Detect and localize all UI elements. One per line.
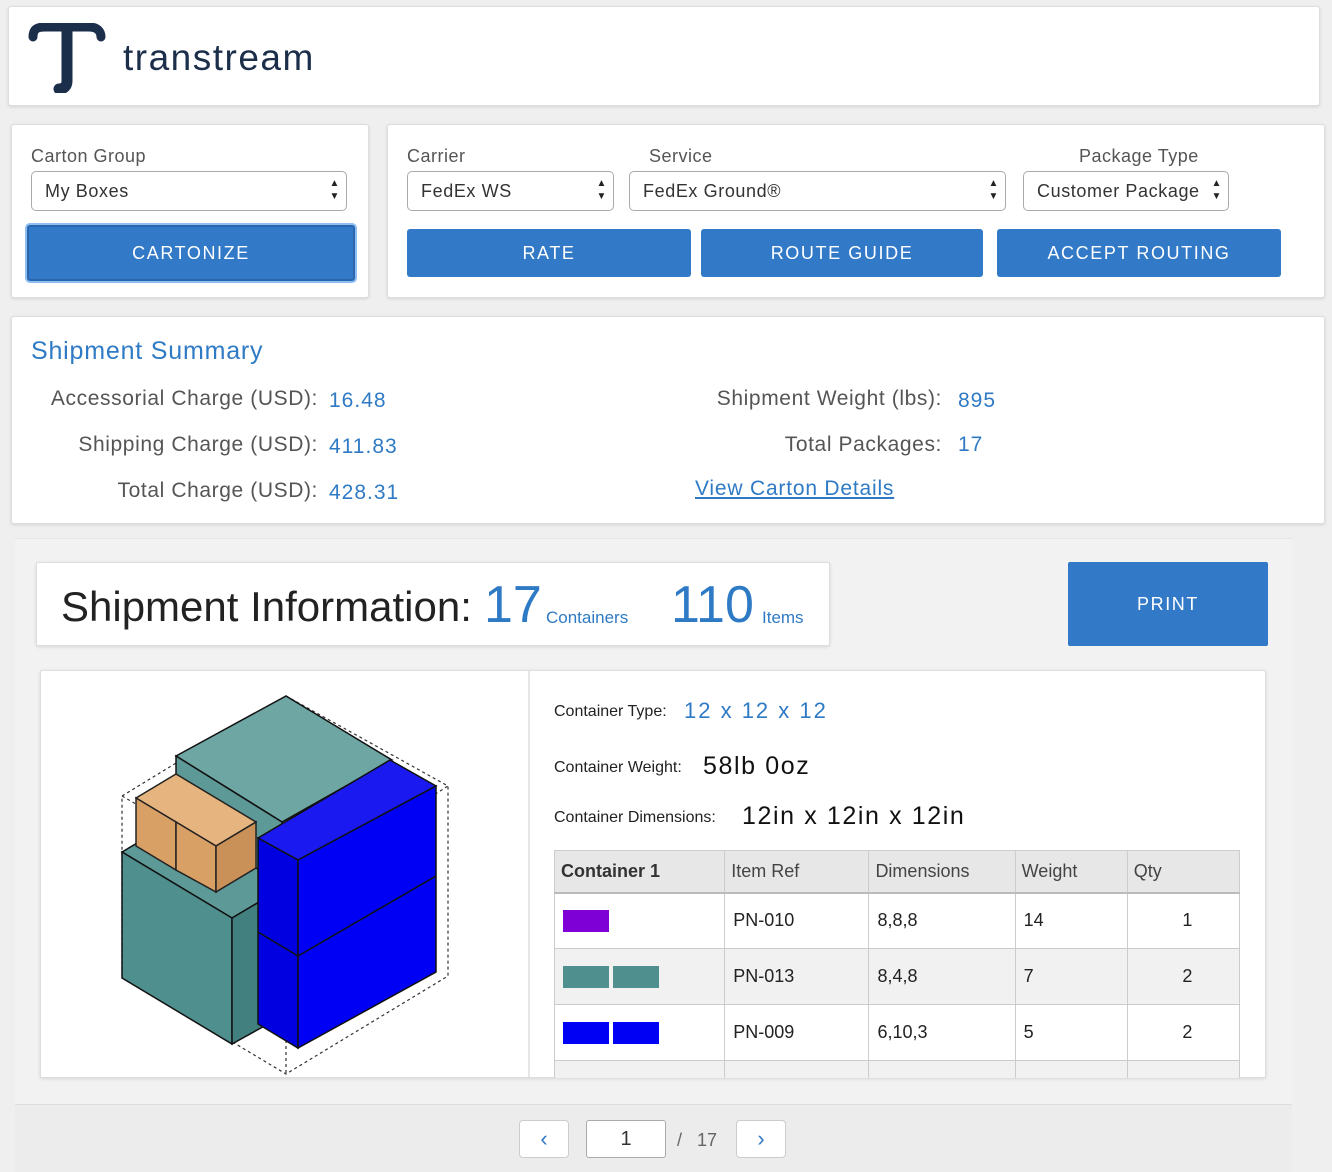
- item-dimensions: 8,4,8: [868, 948, 1016, 1005]
- containers-count: 17: [484, 576, 542, 634]
- header-container: Container 1: [553, 850, 726, 894]
- table-row: PN-013 8,4,8 7 2: [553, 948, 1241, 1005]
- shipment-summary-panel: Shipment Summary Accessorial Charge (USD…: [11, 316, 1325, 524]
- prev-page-button[interactable]: ‹: [519, 1120, 569, 1158]
- item-qty: 2: [1126, 948, 1241, 1005]
- shipment-weight-label: Shipment Weight (lbs):: [716, 387, 942, 410]
- page-input-value: 1: [620, 1128, 632, 1150]
- service-value: FedEx Ground®: [643, 181, 782, 201]
- page-total: 17: [697, 1130, 718, 1150]
- view-carton-details-link[interactable]: View Carton Details: [695, 477, 895, 500]
- container-type-value: 12 x 12 x 12: [684, 698, 828, 723]
- accept-routing-button[interactable]: ACCEPT ROUTING: [997, 229, 1281, 277]
- package-type-value: Customer Package: [1037, 181, 1200, 201]
- shipping-charge-label: Shipping Charge (USD):: [78, 433, 318, 456]
- item-weight: 14: [1014, 892, 1128, 949]
- select-arrows-icon: ▲ ▼: [596, 178, 607, 202]
- swatch: [613, 965, 659, 988]
- container-3d-view: [120, 695, 449, 1075]
- swatch: [563, 965, 609, 988]
- color-swatches: [553, 892, 726, 949]
- item-qty: 1: [1126, 892, 1241, 949]
- page-separator: /: [677, 1130, 683, 1150]
- blue-box-front-face: [297, 784, 437, 1050]
- carton-group-value: My Boxes: [45, 181, 129, 201]
- swatch: [563, 1021, 609, 1044]
- items-table-viewport: Container 1 Item Ref Dimensions Weight Q…: [553, 850, 1241, 1078]
- color-swatches: [553, 948, 726, 1005]
- total-charge-value: 428.31: [329, 481, 400, 504]
- shipment-info-header: Shipment Information: 17 Containers 110 …: [36, 562, 830, 646]
- item-weight: 5: [1014, 1004, 1128, 1061]
- total-packages-value: 17: [958, 433, 984, 456]
- carton-group-label: Carton Group: [31, 146, 147, 166]
- page-input[interactable]: 1: [586, 1120, 666, 1158]
- item-dimensions: 6,10,3: [868, 1004, 1016, 1061]
- table-row: PN-009 6,10,3 5 2: [553, 1004, 1241, 1061]
- container-weight-value: 58lb 0oz: [703, 752, 811, 780]
- header-dimensions: Dimensions: [868, 850, 1016, 894]
- header-qty: Qty: [1126, 850, 1241, 894]
- cartonize-button[interactable]: CARTONIZE: [27, 225, 355, 281]
- blue-box-left-face: [257, 836, 299, 1050]
- print-button[interactable]: PRINT: [1068, 562, 1268, 646]
- items-count: 110: [671, 576, 754, 634]
- container-dimensions-value: 12in x 12in x 12in: [742, 802, 966, 830]
- item-ref: PN-013: [724, 948, 870, 1005]
- accessorial-charge-label: Accessorial Charge (USD):: [50, 387, 318, 410]
- shipment-info-title: Shipment Information:: [61, 583, 472, 630]
- item-qty: 2: [1126, 1004, 1241, 1061]
- package-type-select[interactable]: Customer Package ▲ ▼: [1023, 171, 1229, 211]
- container-divider: [528, 671, 530, 1077]
- color-swatches: [553, 1004, 726, 1061]
- container-type-label: Container Type:: [554, 703, 667, 720]
- next-page-button[interactable]: ›: [736, 1120, 786, 1158]
- select-arrows-icon: ▲ ▼: [329, 178, 340, 202]
- routing-panel: Carrier FedEx WS ▲ ▼ Service FedEx Ground…: [387, 124, 1325, 298]
- item-weight: 7: [1014, 948, 1128, 1005]
- items-label: Items: [762, 608, 804, 627]
- select-arrows-icon: ▲ ▼: [988, 178, 999, 202]
- shipping-charge-value: 411.83: [329, 435, 398, 458]
- package-type-label: Package Type: [1079, 146, 1199, 166]
- table-row: [553, 1060, 1241, 1078]
- rate-button[interactable]: RATE: [407, 229, 691, 277]
- container-weight-label: Container Weight:: [554, 759, 682, 776]
- carrier-select[interactable]: FedEx WS ▲ ▼: [407, 171, 614, 211]
- item-ref: PN-010: [724, 892, 870, 949]
- swatch: [613, 1021, 659, 1044]
- orange-box-side: [215, 820, 257, 894]
- service-select[interactable]: FedEx Ground® ▲ ▼: [629, 171, 1006, 211]
- swatch: [563, 909, 609, 932]
- carrier-value: FedEx WS: [421, 181, 512, 201]
- total-packages-label: Total Packages:: [784, 433, 942, 456]
- carton-panel: Carton Group My Boxes ▲ ▼ CARTONIZE: [11, 124, 369, 298]
- total-charge-label: Total Charge (USD):: [117, 479, 318, 502]
- header-bar: transtream: [8, 6, 1320, 106]
- chevron-right-icon: ›: [757, 1126, 765, 1151]
- accessorial-charge-value: 16.48: [329, 389, 387, 412]
- transtream-logo-icon: [28, 23, 106, 93]
- brand-name: transtream: [123, 37, 315, 78]
- header-item-ref: Item Ref: [724, 850, 870, 894]
- carrier-label: Carrier: [407, 146, 466, 166]
- header-weight: Weight: [1014, 850, 1128, 894]
- shipment-weight-value: 895: [958, 389, 997, 412]
- carton-group-select[interactable]: My Boxes ▲ ▼: [31, 171, 347, 211]
- route-guide-button[interactable]: ROUTE GUIDE: [701, 229, 983, 277]
- item-ref: PN-009: [724, 1004, 870, 1061]
- items-table: Container 1 Item Ref Dimensions Weight Q…: [553, 850, 1241, 1078]
- containers-label: Containers: [546, 608, 629, 627]
- shipment-summary-title: Shipment Summary: [31, 337, 264, 365]
- chevron-left-icon: ‹: [540, 1126, 548, 1151]
- table-row: PN-010 8,8,8 14 1: [553, 892, 1241, 949]
- service-label: Service: [649, 146, 713, 166]
- select-arrows-icon: ▲ ▼: [1211, 178, 1222, 202]
- items-table-header: Container 1 Item Ref Dimensions Weight Q…: [553, 850, 1241, 894]
- item-dimensions: 8,8,8: [868, 892, 1016, 949]
- container-dimensions-label: Container Dimensions:: [554, 809, 716, 826]
